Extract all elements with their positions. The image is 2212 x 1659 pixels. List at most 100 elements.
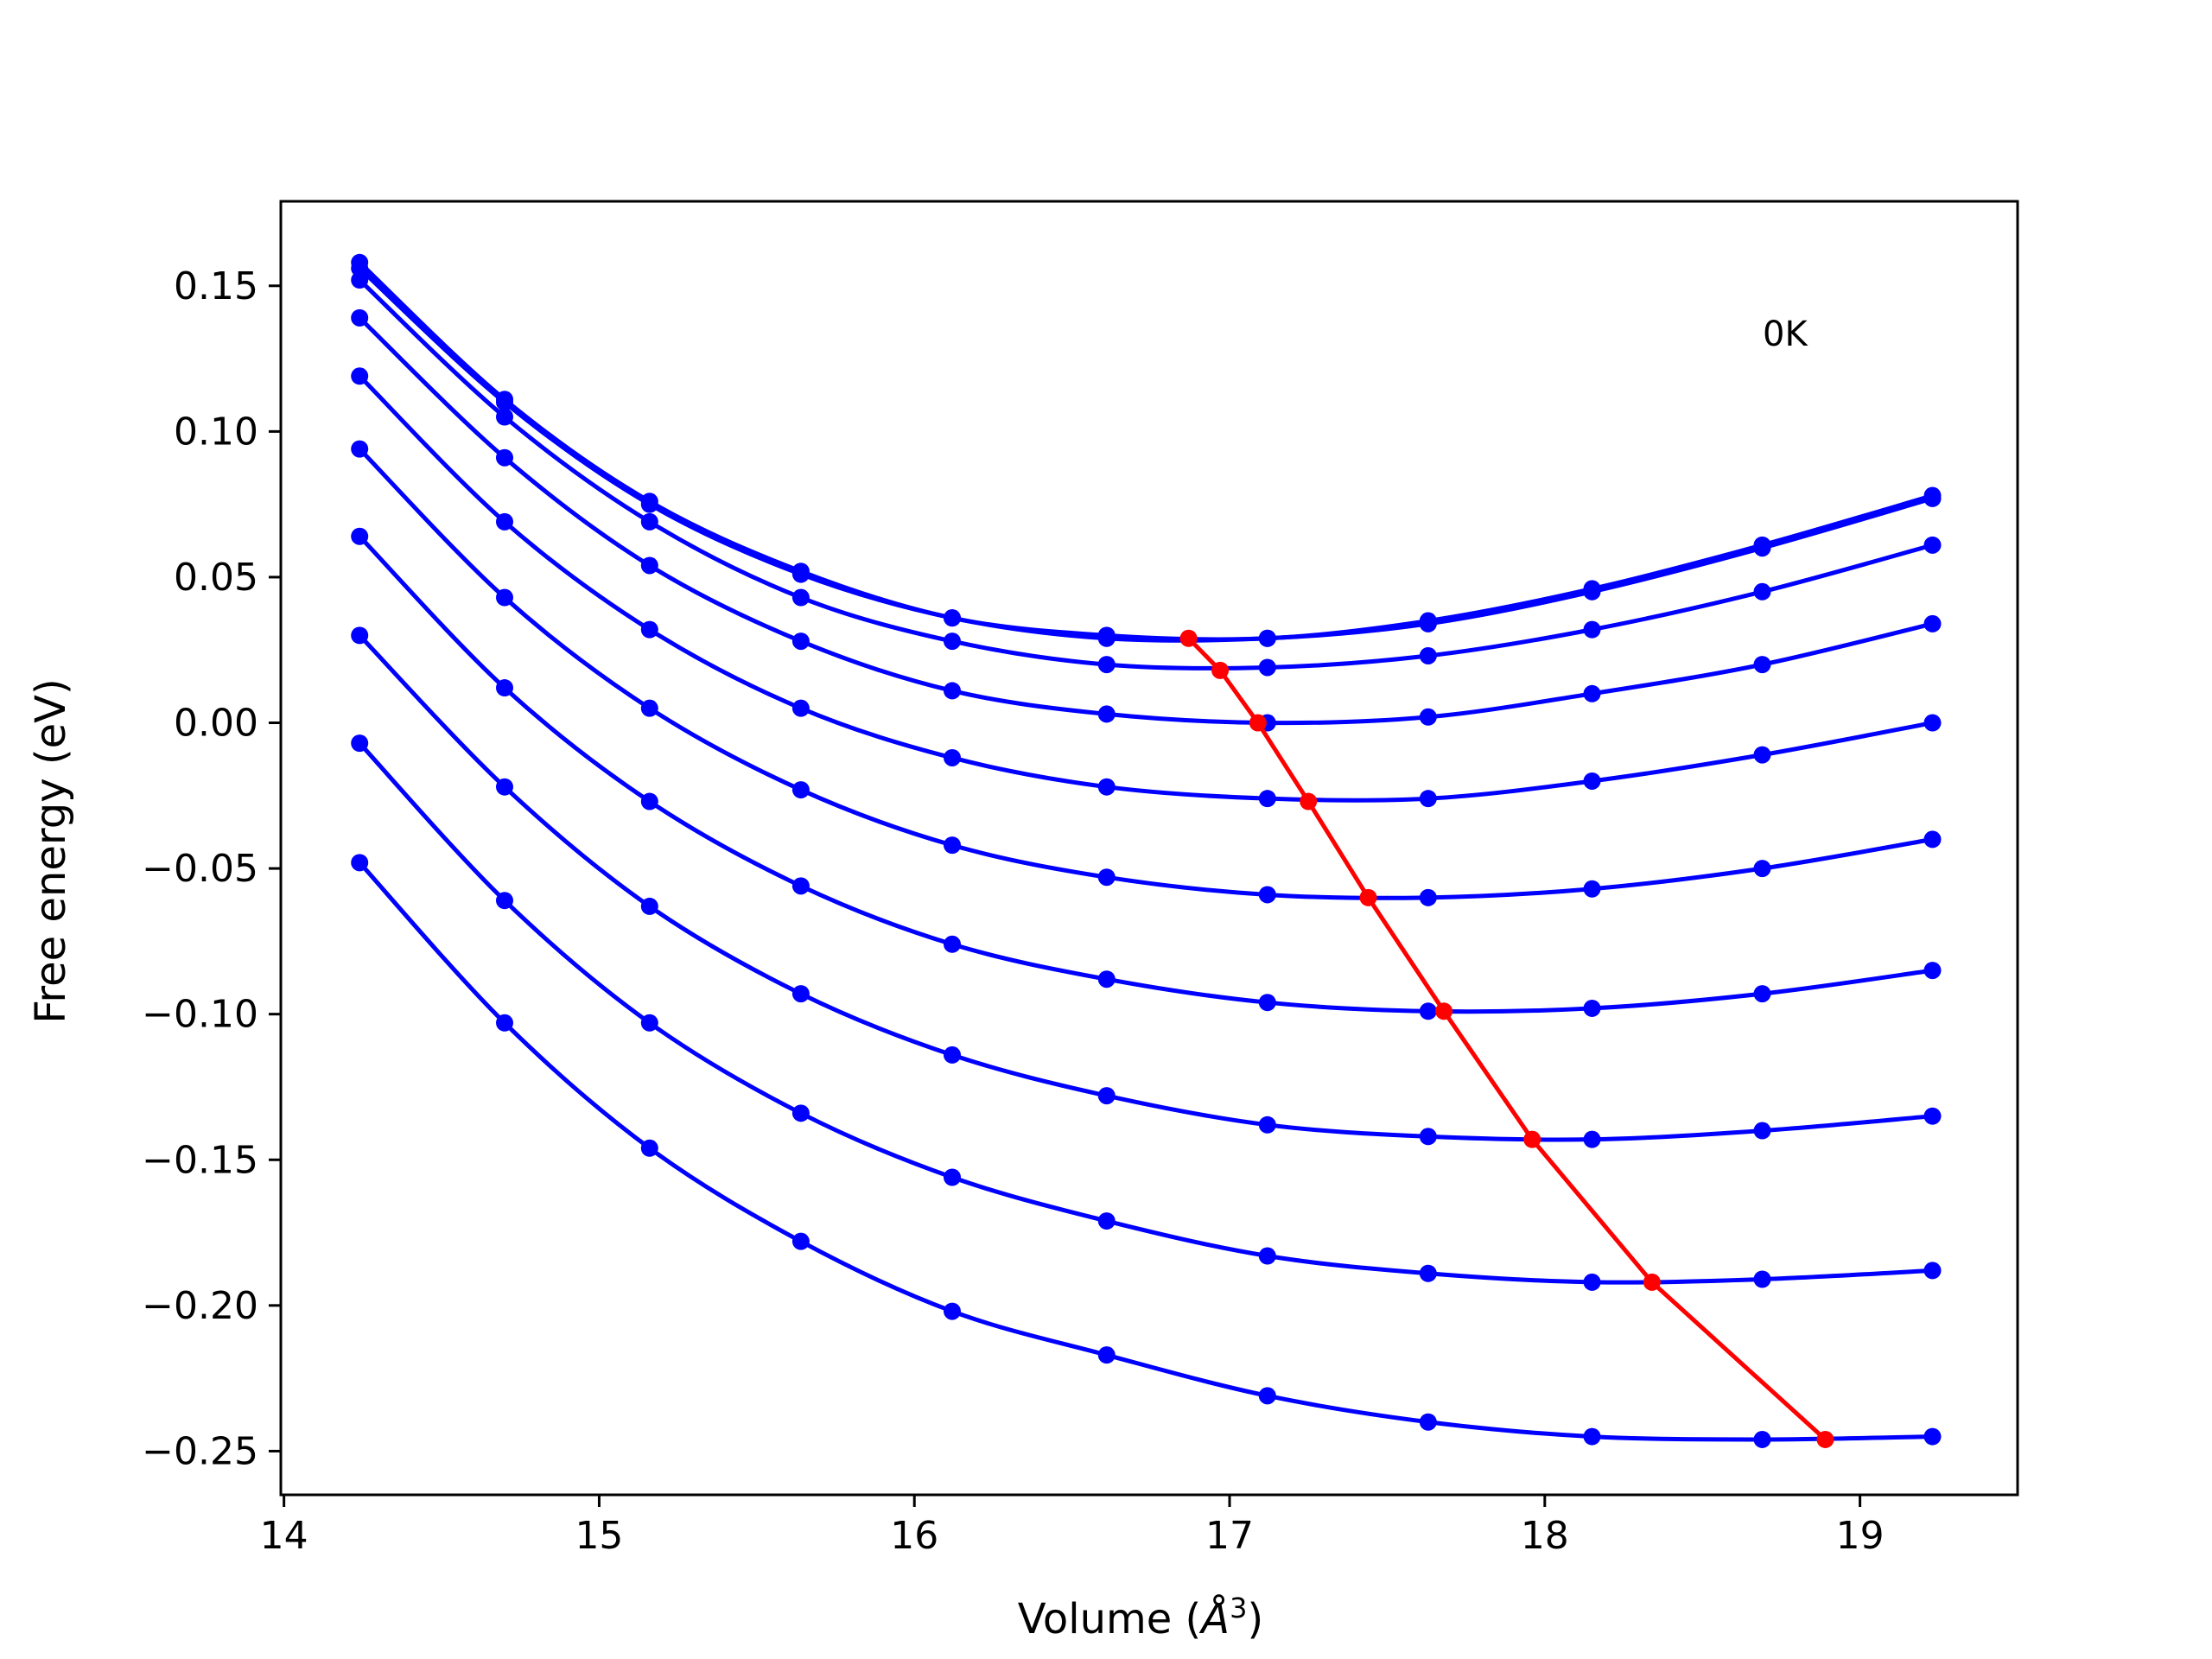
data-point xyxy=(791,781,810,799)
y-tick-label: 0.15 xyxy=(174,264,258,308)
data-point xyxy=(640,1014,658,1032)
data-point xyxy=(1753,656,1771,674)
data-point xyxy=(1258,658,1276,677)
data-point xyxy=(944,1168,962,1186)
data-point xyxy=(1753,746,1771,764)
data-point xyxy=(1258,1116,1276,1134)
series-line xyxy=(358,266,1934,643)
y-tick-label: 0.00 xyxy=(174,702,258,746)
y-tick-label: −0.15 xyxy=(142,1138,258,1182)
y-tick-label: 0.10 xyxy=(174,410,258,454)
data-point xyxy=(1258,790,1276,808)
x-axis-label-close: ) xyxy=(1247,1595,1263,1643)
data-point xyxy=(944,632,962,651)
data-point xyxy=(1258,886,1276,904)
data-point xyxy=(640,620,658,639)
data-point xyxy=(1583,880,1601,898)
data-point xyxy=(1753,1430,1771,1448)
data-point xyxy=(1923,1107,1942,1125)
data-point xyxy=(496,408,514,426)
plot-frame xyxy=(279,200,2019,1497)
series-line xyxy=(358,861,1933,1442)
x-tick-label: 14 xyxy=(260,1514,308,1558)
minima-point xyxy=(1816,1430,1834,1448)
y-tick-label: 0.05 xyxy=(174,556,258,600)
data-point xyxy=(640,495,658,513)
x-axis-label-text: Volume ( xyxy=(1018,1595,1202,1643)
data-point xyxy=(1923,614,1942,632)
data-point xyxy=(1258,994,1276,1012)
series-curve-8 xyxy=(351,626,1942,1148)
data-point xyxy=(1419,888,1437,906)
data-point xyxy=(1258,1247,1276,1265)
data-point xyxy=(944,748,962,766)
series-curve-7 xyxy=(351,527,1942,1020)
data-point xyxy=(640,556,658,575)
data-point xyxy=(944,609,962,627)
minima-point xyxy=(1435,1002,1453,1020)
x-tick-label: 16 xyxy=(890,1514,938,1558)
data-point xyxy=(1097,629,1116,647)
x-tick-label: 15 xyxy=(575,1514,623,1558)
data-point xyxy=(1419,1128,1437,1146)
data-point xyxy=(1583,684,1601,702)
series-curve-9 xyxy=(351,734,1942,1291)
data-point xyxy=(1258,629,1276,647)
data-point xyxy=(1923,536,1942,554)
data-point xyxy=(1753,860,1771,878)
series-curve-3 xyxy=(351,271,1942,677)
x-axis-label-exponent: 3 xyxy=(1230,1592,1247,1624)
series-curve-6 xyxy=(351,440,1942,906)
y-axis-ticks: 0.15 0.10 0.05 0.00 −0.05 −0.10 −0.15 −0.20 −0.2… xyxy=(142,264,281,1473)
data-point xyxy=(1258,1387,1276,1405)
data-point xyxy=(791,632,810,651)
data-point xyxy=(351,626,369,645)
data-point xyxy=(1753,1270,1771,1288)
data-point xyxy=(640,1139,658,1157)
data-point xyxy=(496,679,514,697)
y-tick-label: −0.25 xyxy=(142,1429,258,1473)
data-point xyxy=(496,448,514,467)
data-point xyxy=(1583,999,1601,1017)
data-point xyxy=(496,588,514,607)
data-point xyxy=(1097,656,1116,674)
data-point xyxy=(1097,778,1116,796)
data-point xyxy=(1419,790,1437,808)
series-line xyxy=(358,374,1933,803)
y-tick-label: −0.20 xyxy=(142,1284,258,1328)
minima-point xyxy=(1359,888,1377,906)
data-point xyxy=(1419,614,1437,632)
data-point xyxy=(1419,1413,1437,1431)
minima-point xyxy=(1523,1130,1541,1148)
minima-point xyxy=(1179,629,1198,647)
series-line xyxy=(358,260,1934,642)
series-layer xyxy=(351,253,1942,1448)
data-point xyxy=(351,527,369,545)
data-point xyxy=(496,512,514,531)
series-curve-4 xyxy=(351,308,1942,732)
data-point xyxy=(791,565,810,583)
data-point xyxy=(351,854,369,872)
data-point xyxy=(1097,1346,1116,1364)
y-tick-label: −0.10 xyxy=(142,993,258,1037)
x-tick-label: 19 xyxy=(1836,1514,1885,1558)
minima-point xyxy=(1211,661,1230,679)
data-point xyxy=(1097,970,1116,988)
data-point xyxy=(640,512,658,531)
data-point xyxy=(1419,1002,1437,1020)
data-point xyxy=(640,699,658,717)
data-point xyxy=(1419,646,1437,664)
data-point xyxy=(791,699,810,717)
series-line xyxy=(358,633,1933,1142)
data-point xyxy=(1419,708,1437,726)
minima-point xyxy=(1300,792,1318,810)
data-point xyxy=(1923,830,1942,849)
data-point xyxy=(1753,985,1771,1003)
data-point xyxy=(1583,772,1601,790)
x-tick-label: 17 xyxy=(1205,1514,1254,1558)
x-axis-ticks: 14 15 16 17 18 19 xyxy=(260,1495,1885,1558)
data-point xyxy=(791,1232,810,1250)
data-point xyxy=(1097,868,1116,887)
series-curve-5 xyxy=(351,367,1942,808)
data-point xyxy=(351,367,369,385)
